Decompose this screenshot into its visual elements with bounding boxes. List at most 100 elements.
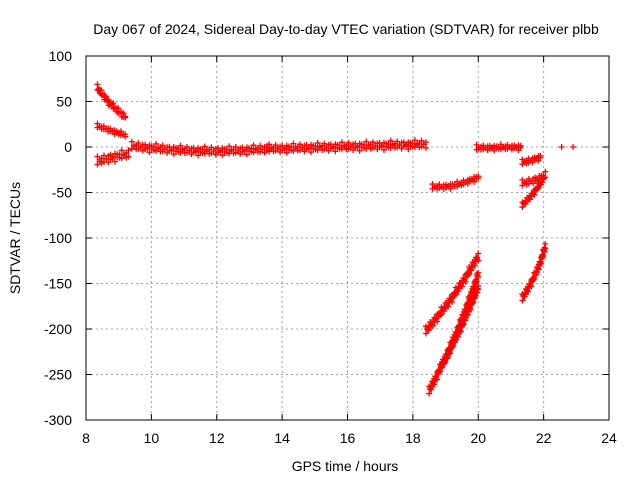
x-tick-label: 16 (340, 430, 356, 446)
arc-d-point (394, 138, 401, 145)
arc-g-point (437, 368, 444, 375)
arc-d-point (356, 147, 363, 154)
arc-a-point (110, 100, 117, 107)
chart-title: Day 067 of 2024, Sidereal Day-to-day VTE… (93, 21, 599, 37)
arc-i-point (517, 144, 524, 151)
arc-f-point (474, 254, 481, 261)
arc-d-point (308, 149, 315, 156)
gridlines (86, 56, 609, 420)
arc-d-point (184, 143, 191, 150)
arc-g-point (426, 390, 433, 397)
arc-m-point (525, 288, 532, 295)
data-points (94, 81, 577, 397)
arc-d-point (272, 142, 279, 149)
x-tick-label: 8 (82, 430, 90, 446)
arc-c-point (94, 161, 101, 168)
arc-d-point (226, 143, 233, 150)
y-tick-label: -300 (44, 412, 72, 428)
arc-j-point (537, 154, 544, 161)
arc-m-point (531, 275, 538, 282)
arc-d-point (290, 140, 297, 147)
arc-d-point (369, 139, 376, 146)
arc-d-point (153, 140, 160, 147)
arc-d-point (363, 138, 370, 145)
x-tick-label: 20 (470, 430, 486, 446)
arc-d-point (380, 146, 387, 153)
arc-d-point (296, 141, 303, 148)
y-tick-label: 100 (49, 48, 73, 64)
arc-g-point (473, 278, 480, 285)
arc-d-point (422, 139, 429, 146)
arc-l-point (539, 179, 546, 186)
arc-d-point (128, 138, 135, 145)
arc-f-point (471, 262, 478, 269)
y-tick-label: 0 (64, 139, 72, 155)
x-tick-label: 12 (209, 430, 225, 446)
arc-h-point (467, 306, 474, 313)
arc-d-point (250, 142, 257, 149)
arc-d-point (345, 139, 352, 146)
x-tick-label: 22 (536, 430, 552, 446)
arc-f-point (449, 299, 456, 306)
y-tick-label: -50 (52, 185, 72, 201)
arc-c-point (112, 158, 119, 165)
arc-m-point (542, 246, 549, 253)
y-tick-label: 50 (56, 94, 72, 110)
arc-m-point (538, 260, 545, 267)
arc-l-point (540, 175, 547, 182)
arc-m-point (541, 244, 548, 251)
x-tick-label: 14 (274, 430, 290, 446)
arc-f-point (434, 318, 441, 325)
arc-m-point (542, 240, 549, 247)
arc-d-point (338, 139, 345, 146)
arc-f-point (430, 322, 437, 329)
arc-m-point (540, 252, 547, 259)
x-tick-label: 18 (405, 430, 421, 446)
arc-g-point (475, 269, 482, 276)
arc-m-point (528, 283, 535, 290)
arc-d-point (146, 149, 153, 156)
arc-d-point (418, 137, 425, 144)
arc-h-point (457, 328, 464, 335)
arc-g-point (431, 381, 438, 388)
arc-d-point (257, 142, 264, 149)
arc-h-point (470, 299, 477, 306)
arc-h-point (439, 364, 446, 371)
arc-f-point (475, 250, 482, 257)
arc-c-point (125, 153, 132, 160)
arc-g-point (434, 376, 441, 383)
arc-f-point (466, 271, 473, 278)
arc-d-point (243, 151, 250, 158)
arc-h-point (475, 286, 482, 293)
y-tick-label: -250 (44, 367, 72, 383)
arc-d-point (201, 143, 208, 150)
arc-a-point (94, 81, 101, 88)
arc-d-point (321, 140, 328, 147)
arc-c-point (125, 147, 132, 154)
arc-h-point (450, 343, 457, 350)
y-tick-label: -200 (44, 321, 72, 337)
arc-l-point (519, 204, 526, 211)
y-tick-label: -150 (44, 276, 72, 292)
arc-d-point (159, 142, 166, 149)
x-tick-label: 10 (144, 430, 160, 446)
arc-d-point (411, 137, 418, 144)
arc-f-point (459, 283, 466, 290)
arc-f-point (452, 291, 459, 298)
arc-d-point (232, 143, 239, 150)
arc-l-point (535, 185, 542, 192)
arc-b-point (122, 131, 129, 138)
arc-d-point (283, 149, 290, 156)
arc-l-point (524, 198, 531, 205)
arc-h-point (460, 321, 467, 328)
arc-f-point (438, 311, 445, 318)
y-axis-label: SDTVAR / TECUs (7, 182, 23, 294)
arc-a-point (122, 113, 129, 120)
arc-f-point (475, 257, 482, 264)
arc-d-point (195, 152, 202, 159)
arc-m-point (535, 266, 542, 273)
y-tick-label: -100 (44, 230, 72, 246)
arc-h-point (447, 350, 454, 357)
arc-f-point (445, 303, 452, 310)
